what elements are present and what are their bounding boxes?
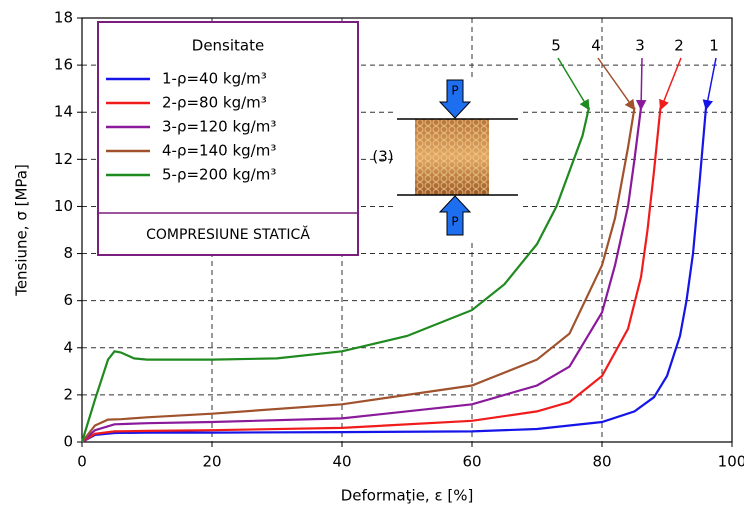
x-tick-label: 20 [202,453,221,471]
x-tick-label: 60 [462,453,481,471]
legend-box [97,21,359,256]
specimen-cells [415,119,489,195]
curve-label: 4 [591,37,601,55]
y-tick-label: 16 [54,56,73,74]
curve-label: 3 [635,37,645,55]
load-label: P [451,84,458,98]
series-line [81,107,643,443]
load-arrow [438,79,472,119]
series-line [81,107,708,443]
series-line [81,107,662,443]
inset-label: (3) [372,148,393,166]
y-tick-label: 14 [54,103,73,121]
legend-label: 4-ρ=140 kg/m³ [162,142,276,160]
x-tick-label: 0 [77,453,87,471]
label-arrow [597,57,636,111]
curve-label: 2 [674,37,684,55]
load-arrow [438,195,472,236]
y-tick-label: 8 [63,244,73,262]
legend-label: 2-ρ=80 kg/m³ [162,94,267,112]
legend-note: COMPRESIUNE STATICĂ [146,225,310,243]
x-tick-label: 80 [592,453,611,471]
y-tick-label: 2 [63,385,73,403]
legend-label: 1-ρ=40 kg/m³ [162,70,267,88]
plot-frame [81,17,733,443]
y-tick-label: 10 [54,197,73,215]
y-tick-label: 6 [63,291,73,309]
series-line [80,107,591,443]
x-tick-label: 100 [718,453,744,471]
legend-label: 5-ρ=200 kg/m³ [162,166,276,184]
y-tick-label: 0 [63,433,73,451]
legend-title: Densitate [192,37,264,55]
curve-label: 5 [551,37,561,55]
y-axis-label: Tensiune, σ [MPa] [13,164,31,297]
y-tick-label: 18 [54,9,73,27]
load-label: P [451,215,458,229]
x-tick-label: 40 [332,453,351,471]
curve-label: 1 [709,37,719,55]
label-arrow [557,57,590,111]
label-arrow [659,57,682,111]
legend-label: 3-ρ=120 kg/m³ [162,118,276,136]
y-tick-label: 12 [54,150,73,168]
y-tick-label: 4 [63,338,73,356]
label-arrow [702,57,717,111]
label-arrow [635,57,647,111]
series-line [81,107,636,443]
x-axis-label: Deformaţie, ε [%] [341,487,474,505]
